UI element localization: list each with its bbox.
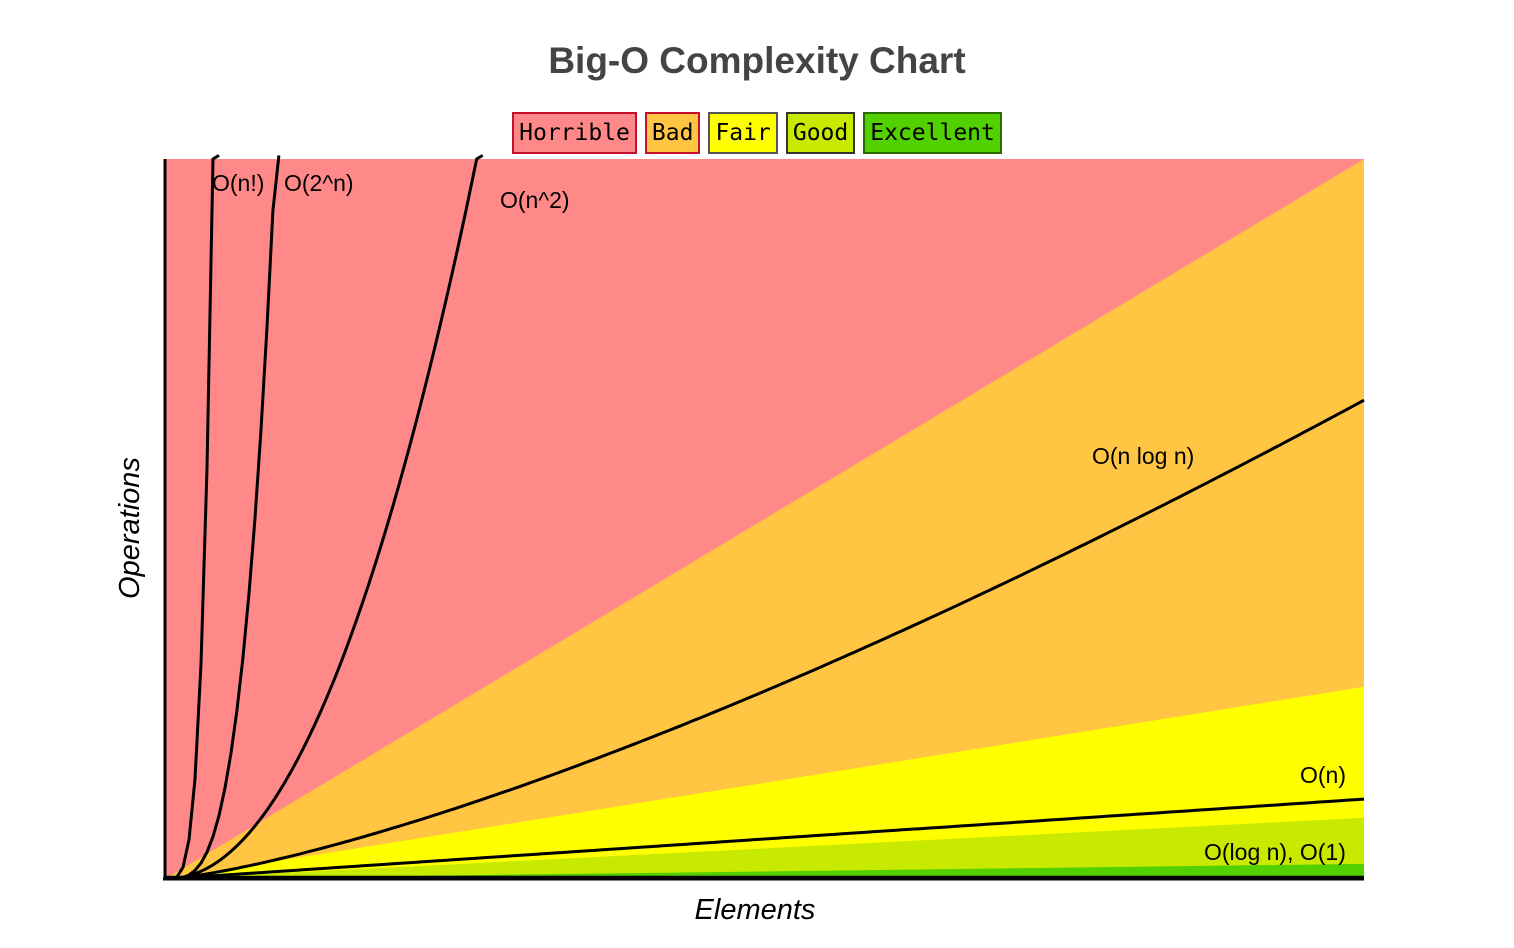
label-log-constant: O(log n), O(1) xyxy=(1204,839,1346,865)
region-excellent xyxy=(165,863,1364,879)
region-fair xyxy=(165,686,1364,879)
complexity-regions xyxy=(165,159,1364,879)
legend-item-good: Good xyxy=(785,112,856,154)
legend-item-excellent: Excellent xyxy=(863,112,1002,154)
curve-labels: O(n!) O(2^n) O(n^2) O(n log n) O(n) O(lo… xyxy=(212,170,1346,865)
y-axis-label: Operations xyxy=(114,457,146,599)
legend-item-bad: Bad xyxy=(644,112,701,154)
curve-linear xyxy=(164,797,1365,881)
label-linear: O(n) xyxy=(1300,762,1346,788)
chart-title: Big-O Complexity Chart xyxy=(548,40,966,81)
curve-quadratic xyxy=(164,154,484,881)
legend: Horrible Bad Fair Good Excellent xyxy=(0,112,1514,154)
region-good xyxy=(165,817,1364,879)
legend-item-fair: Fair xyxy=(708,112,778,154)
label-quadratic: O(n^2) xyxy=(500,187,570,213)
legend-item-horrible: Horrible xyxy=(512,112,637,154)
region-bad xyxy=(165,159,1364,879)
label-exponential: O(2^n) xyxy=(284,170,354,196)
label-factorial: O(n!) xyxy=(212,170,264,196)
curve-nlogn xyxy=(164,398,1365,881)
x-axis-label: Elements xyxy=(695,894,816,926)
label-nlogn: O(n log n) xyxy=(1092,443,1194,469)
complexity-curves xyxy=(164,154,1365,881)
